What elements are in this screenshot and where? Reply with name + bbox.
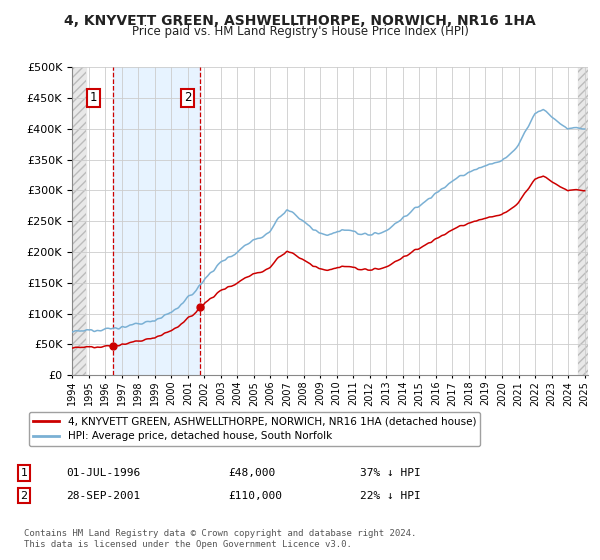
Text: 2: 2 xyxy=(184,91,191,105)
Text: 01-JUL-1996: 01-JUL-1996 xyxy=(66,468,140,478)
Text: £48,000: £48,000 xyxy=(228,468,275,478)
Text: 1: 1 xyxy=(20,468,28,478)
Text: 37% ↓ HPI: 37% ↓ HPI xyxy=(360,468,421,478)
Bar xyxy=(72,67,86,375)
Legend: 4, KNYVETT GREEN, ASHWELLTHORPE, NORWICH, NR16 1HA (detached house), HPI: Averag: 4, KNYVETT GREEN, ASHWELLTHORPE, NORWICH… xyxy=(29,412,481,446)
Text: Price paid vs. HM Land Registry's House Price Index (HPI): Price paid vs. HM Land Registry's House … xyxy=(131,25,469,38)
Text: 1: 1 xyxy=(90,91,97,105)
Text: Contains HM Land Registry data © Crown copyright and database right 2024.
This d: Contains HM Land Registry data © Crown c… xyxy=(24,529,416,549)
Text: 2: 2 xyxy=(20,491,28,501)
Bar xyxy=(72,67,86,375)
Bar xyxy=(578,67,588,375)
Text: 28-SEP-2001: 28-SEP-2001 xyxy=(66,491,140,501)
Text: £110,000: £110,000 xyxy=(228,491,282,501)
Text: 22% ↓ HPI: 22% ↓ HPI xyxy=(360,491,421,501)
Bar xyxy=(578,67,588,375)
Bar xyxy=(113,67,200,375)
Text: 4, KNYVETT GREEN, ASHWELLTHORPE, NORWICH, NR16 1HA: 4, KNYVETT GREEN, ASHWELLTHORPE, NORWICH… xyxy=(64,14,536,28)
